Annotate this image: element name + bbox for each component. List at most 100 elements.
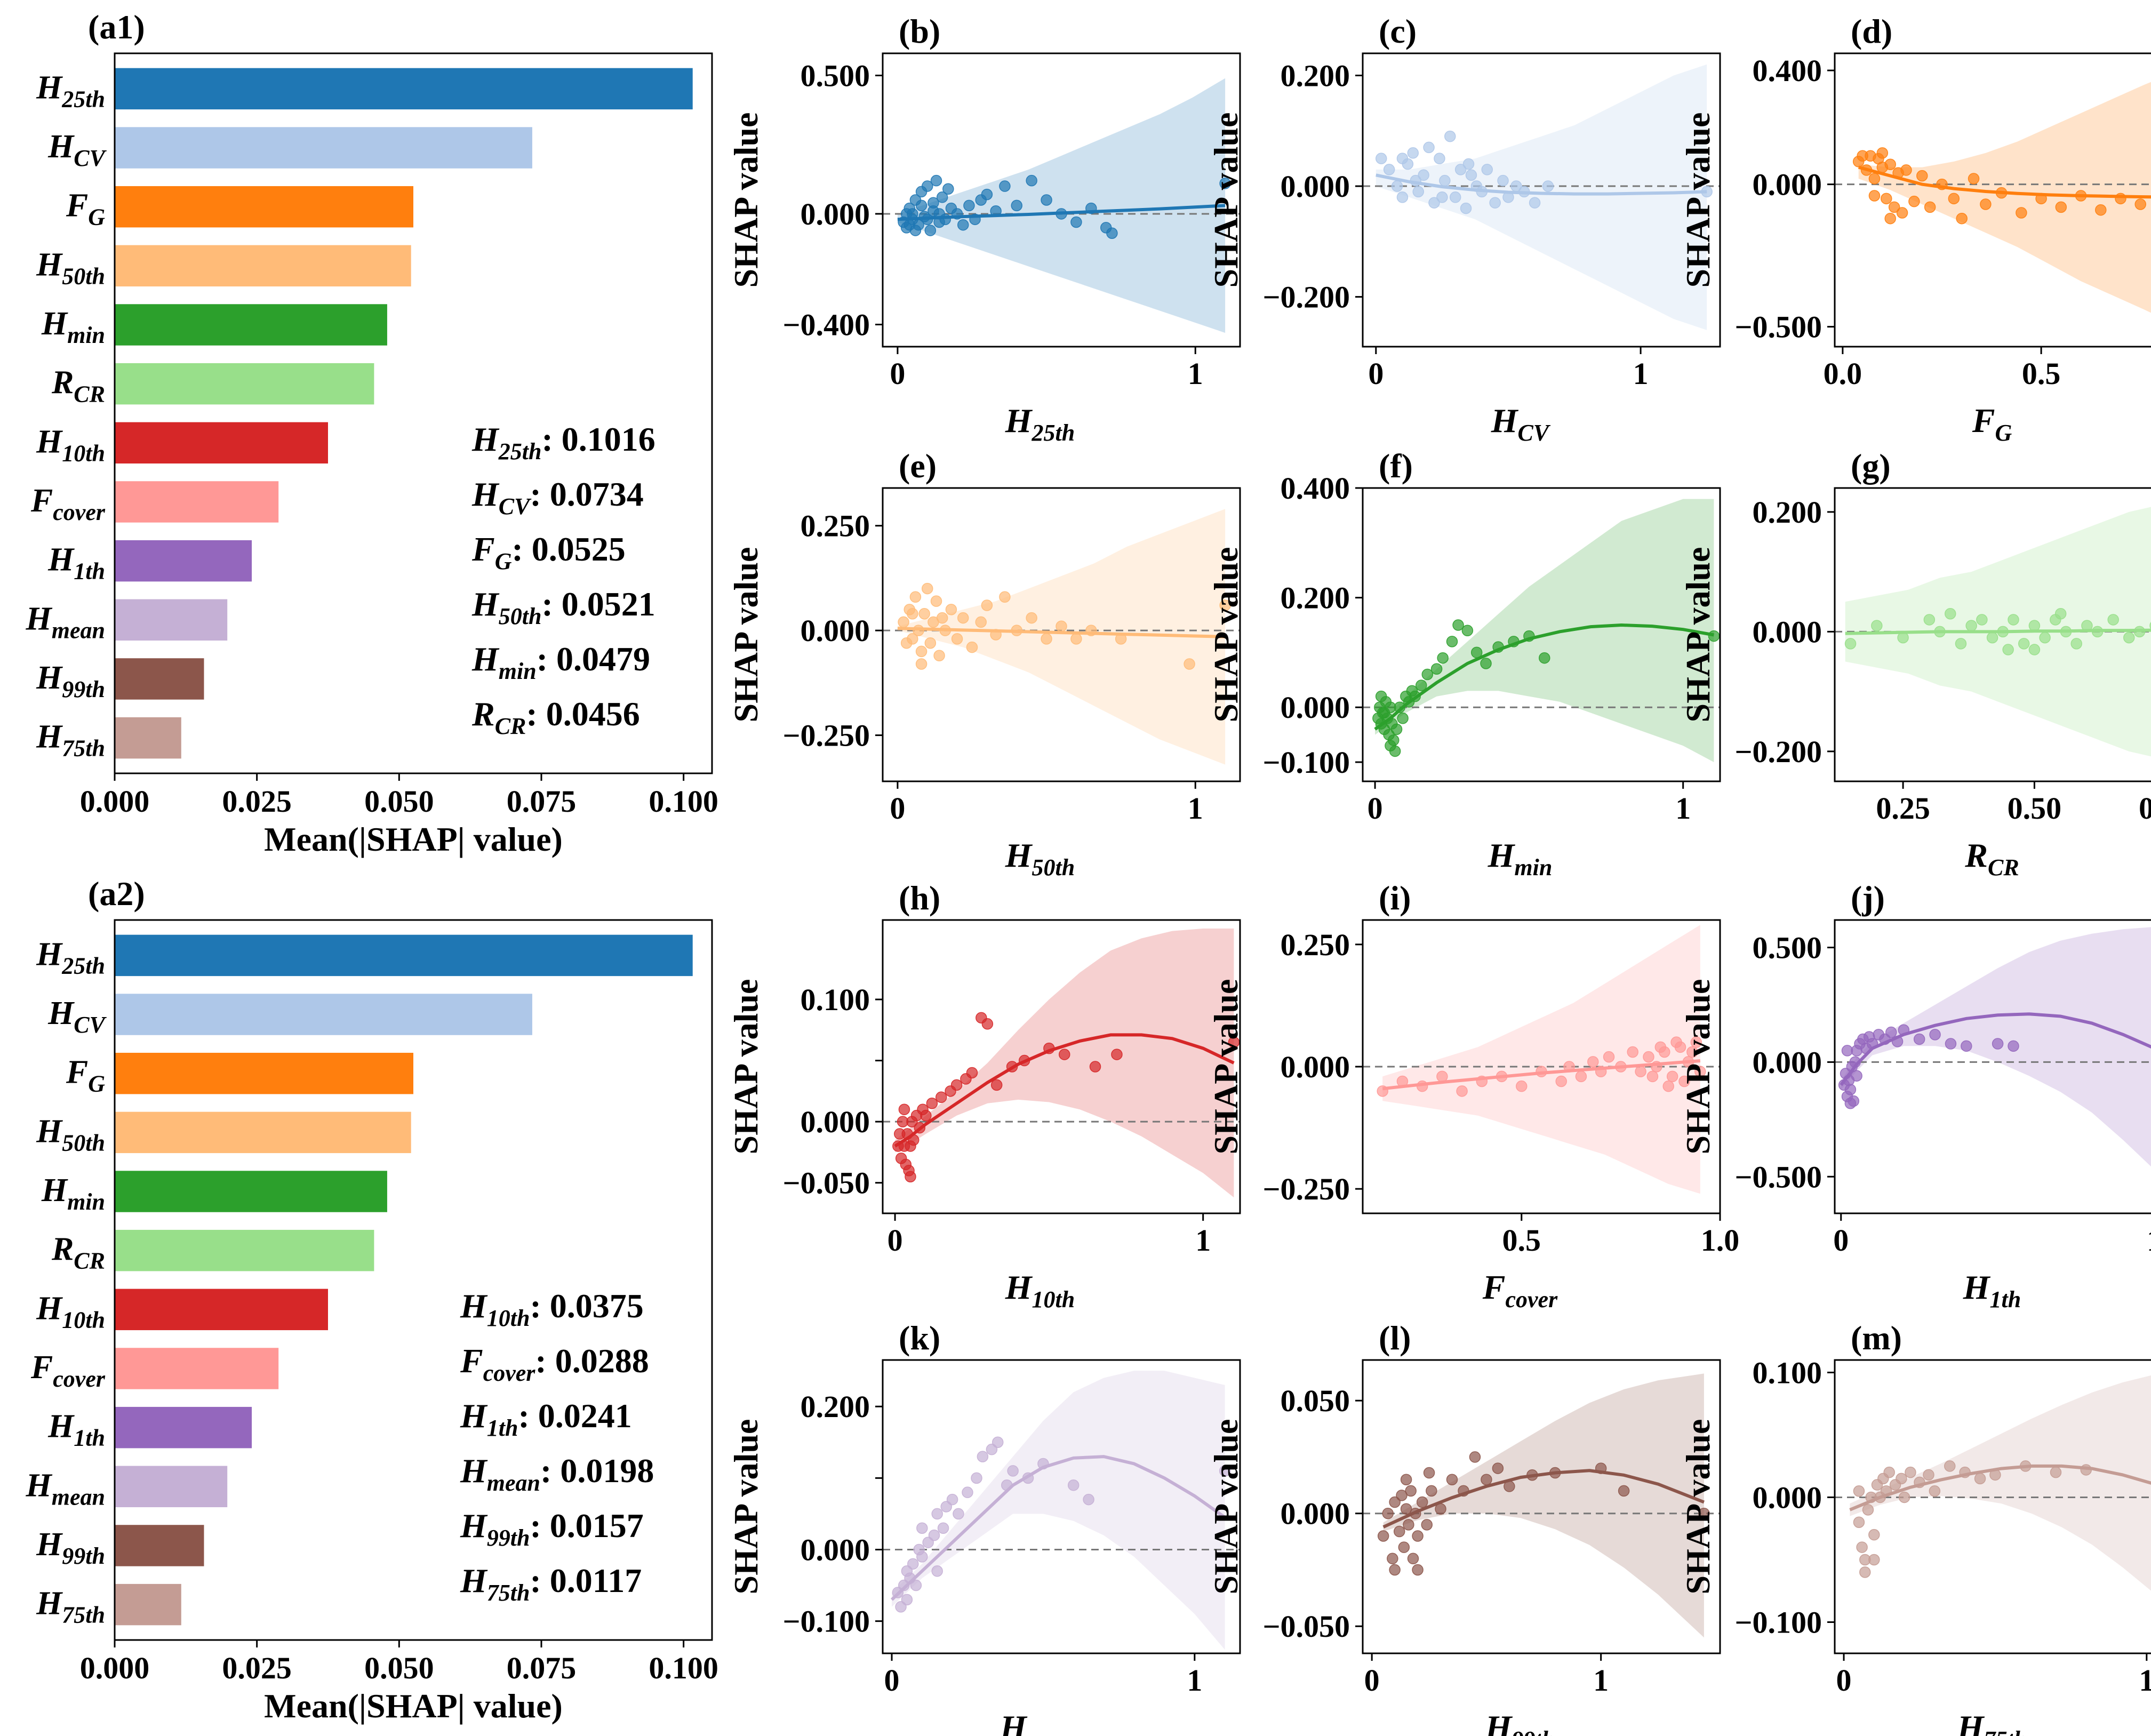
- data-point: [1896, 207, 1908, 219]
- bar: [115, 599, 228, 641]
- category-label: H99th: [36, 660, 105, 702]
- data-point: [1871, 620, 1883, 631]
- data-point: [1416, 1496, 1428, 1508]
- data-point: [933, 650, 945, 662]
- value-annotation-main: H: [460, 1397, 488, 1435]
- data-point: [915, 199, 927, 212]
- y-tick-label: −0.200: [1734, 734, 1822, 769]
- data-point: [1694, 1066, 1706, 1077]
- data-point: [1666, 1070, 1678, 1083]
- category-label-main: H: [36, 246, 63, 283]
- confidence-band: [1376, 64, 1707, 330]
- value-annotation: H10th: 0.0375: [460, 1287, 644, 1331]
- axes-frame: [1834, 919, 2151, 1214]
- y-tick-label: 0.200: [1753, 495, 1822, 530]
- category-label-sub: mean: [52, 617, 105, 643]
- y-tick-label: 0.000: [801, 613, 870, 648]
- panel-title: (l): [1379, 1319, 1411, 1357]
- value-annotation-suffix: : 0.0479: [537, 640, 650, 678]
- x-axis-label: Fcover: [1482, 1268, 1558, 1313]
- category-label-main: H: [36, 69, 63, 106]
- category-label: RCR: [51, 365, 105, 407]
- confidence-band: [1383, 1373, 1704, 1638]
- data-point: [915, 658, 927, 670]
- data-point: [1898, 1491, 1910, 1503]
- y-tick-label: 0.200: [1281, 581, 1350, 615]
- plot-area: [1835, 927, 2151, 1167]
- confidence-band: [895, 929, 1234, 1198]
- data-point: [1955, 638, 1967, 650]
- data-point: [905, 1171, 916, 1182]
- data-point: [1055, 620, 1067, 633]
- value-annotation-sub: CV: [499, 493, 532, 519]
- y-tick-label: 0.050: [1281, 1383, 1350, 1418]
- panel-a2: (a2)H25thHCVFGH50thHminRCRH10thFcoverH1t…: [26, 875, 718, 1725]
- data-point: [1965, 620, 1977, 631]
- bar: [115, 363, 374, 405]
- data-point: [1698, 1507, 1710, 1519]
- data-point: [1434, 153, 1445, 164]
- value-annotation-main: H: [460, 1507, 488, 1545]
- category-label: H25th: [36, 69, 105, 112]
- data-point: [2018, 638, 2030, 650]
- data-point: [2016, 207, 2027, 219]
- data-point: [1481, 1474, 1492, 1485]
- x-tick-label: 0: [890, 356, 905, 391]
- y-tick-label: −0.100: [1734, 1605, 1822, 1639]
- x-axis-label: HCV: [1491, 402, 1551, 446]
- data-point: [1883, 1466, 1895, 1478]
- x-tick-label: 0.75: [2139, 791, 2151, 826]
- panel-title: (g): [1851, 447, 1891, 485]
- data-point: [1956, 212, 1968, 225]
- category-label-sub: cover: [53, 1366, 106, 1392]
- category-label-main: F: [30, 1349, 53, 1386]
- data-point: [1041, 194, 1052, 206]
- x-axis-label-sub: G: [1995, 420, 2012, 446]
- x-tick-label: 0.025: [222, 1651, 292, 1685]
- data-point: [1555, 1075, 1567, 1087]
- data-point: [1539, 652, 1550, 664]
- data-point: [1083, 1493, 1094, 1506]
- x-axis-label-sub: 75th: [1984, 1726, 2027, 1736]
- panel-k: (k) 0 1 0.200 0.000 −0.100 Hmean SHAP value: [727, 1319, 1241, 1736]
- value-annotation: H50th: 0.0521: [471, 585, 655, 629]
- data-point: [1070, 633, 1082, 645]
- data-point: [1643, 1051, 1654, 1063]
- data-point: [1396, 153, 1409, 164]
- value-annotation-main: F: [471, 530, 495, 568]
- panel-e: (e) 0 1 0.250 0.000 −0.250 H50th SHAP value: [727, 447, 1241, 881]
- data-point: [1516, 1080, 1528, 1092]
- value-annotation-suffix: : 0.0117: [530, 1562, 642, 1599]
- bar: [115, 1466, 228, 1508]
- data-point: [1976, 614, 1988, 626]
- category-label-sub: CV: [74, 1012, 107, 1038]
- y-axis-label: SHAP value: [727, 979, 765, 1155]
- panel-title: (a1): [88, 8, 145, 46]
- panel-b: (b) 0 1 0.500 0.000 −0.400 H25th SHAP value: [727, 12, 1241, 446]
- category-label: H50th: [36, 246, 105, 289]
- value-annotation: RCR: 0.0456: [471, 695, 640, 739]
- y-tick-label: 0.500: [801, 59, 870, 93]
- data-point: [957, 612, 969, 624]
- data-point: [1670, 1036, 1682, 1048]
- data-point: [2134, 198, 2146, 210]
- axes-frame: [882, 487, 1241, 782]
- data-point: [1888, 201, 1900, 213]
- category-label-sub: G: [88, 204, 105, 230]
- bar: [115, 1348, 279, 1389]
- category-label: FG: [66, 188, 105, 230]
- data-point: [1219, 1465, 1231, 1477]
- x-axis-label: H25th: [1005, 402, 1075, 446]
- panel-title: (k): [899, 1319, 940, 1357]
- data-point: [971, 1472, 982, 1484]
- value-annotation-suffix: : 0.0157: [530, 1507, 643, 1545]
- x-tick-label: 0.000: [80, 1651, 150, 1685]
- panel-title: (h): [899, 879, 940, 917]
- data-point: [966, 641, 978, 653]
- value-annotation-main: H: [460, 1452, 488, 1490]
- y-axis-label: SHAP value: [1207, 113, 1245, 288]
- data-point: [945, 604, 957, 615]
- x-tick-label: 0: [884, 1663, 900, 1698]
- data-point: [1480, 658, 1492, 669]
